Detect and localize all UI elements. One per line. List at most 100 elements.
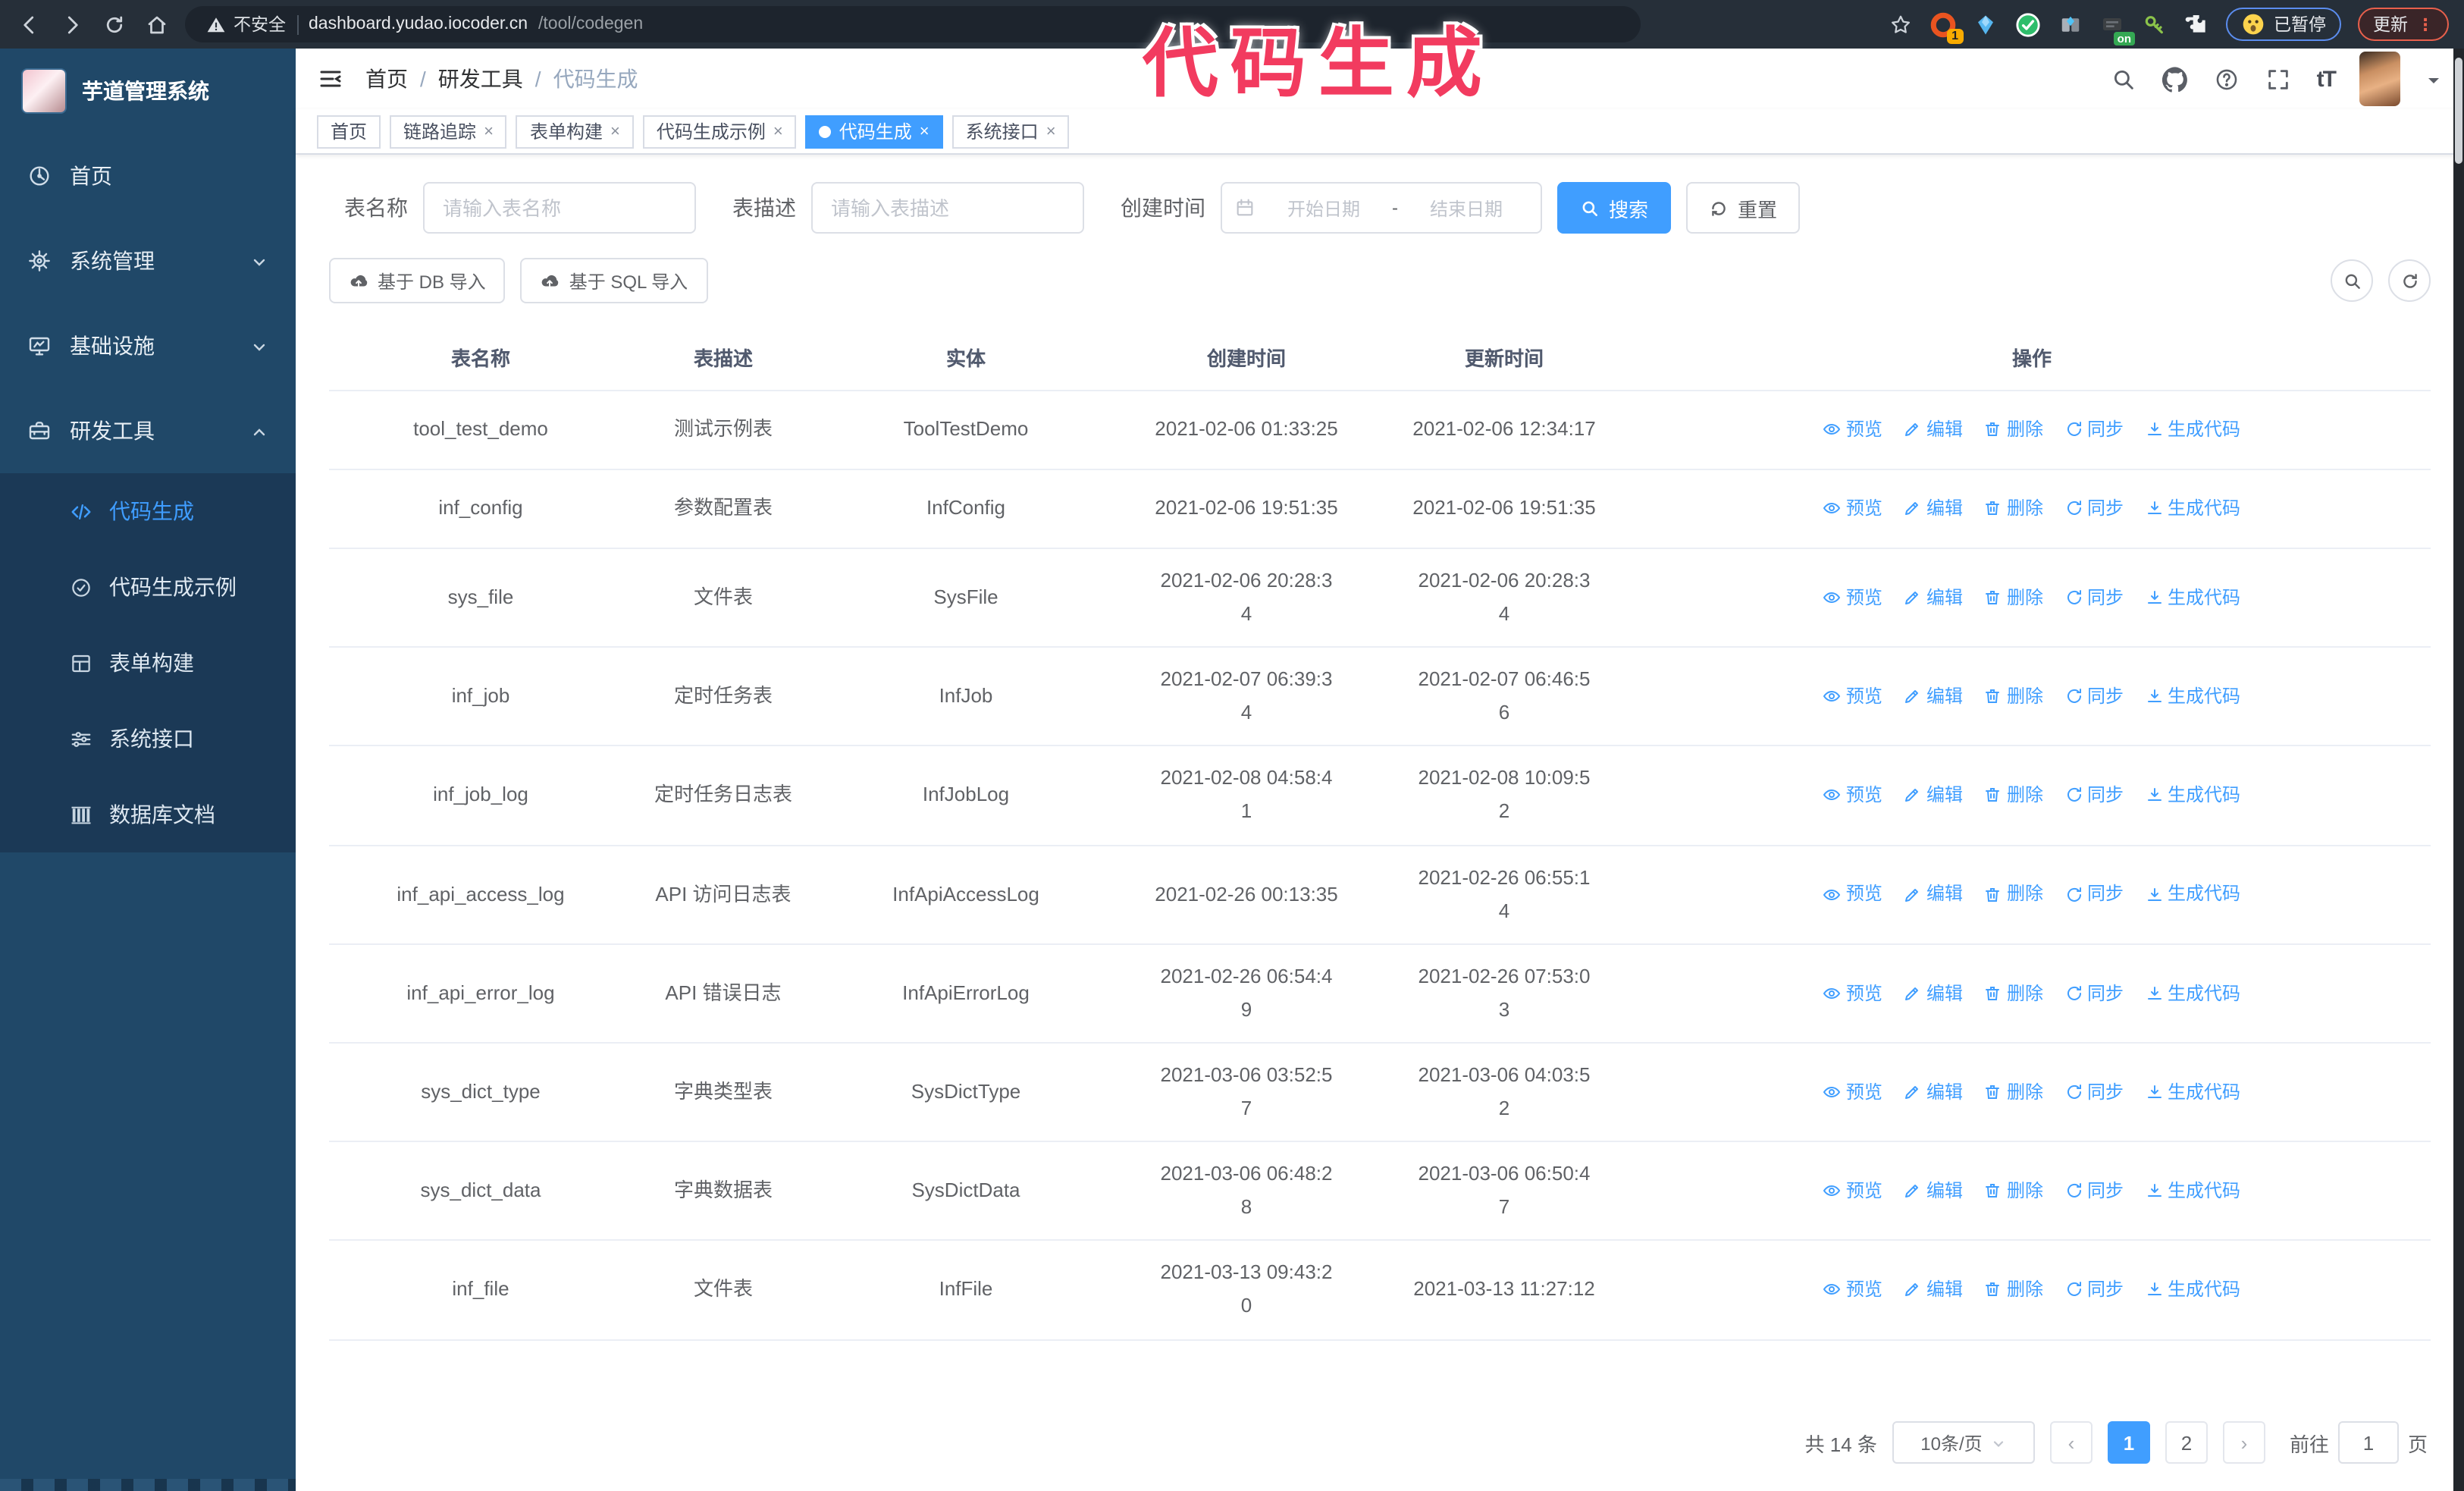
edit-action-link[interactable]: 编辑 — [1904, 1176, 1963, 1207]
preview-action-link[interactable]: 预览 — [1823, 415, 1882, 446]
app-logo-row[interactable]: 芋道管理系统 — [0, 49, 296, 133]
delete-action-link[interactable]: 删除 — [1984, 978, 2043, 1009]
sync-action-link[interactable]: 同步 — [2064, 1176, 2124, 1207]
edit-action-link[interactable]: 编辑 — [1904, 494, 1963, 525]
generate-code-action-link[interactable]: 生成代码 — [2145, 879, 2240, 910]
sync-action-link[interactable]: 同步 — [2064, 780, 2124, 811]
sync-action-link[interactable]: 同步 — [2064, 1077, 2124, 1108]
delete-action-link[interactable]: 删除 — [1984, 879, 2043, 910]
generate-code-action-link[interactable]: 生成代码 — [2145, 1176, 2240, 1207]
browser-menu-icon[interactable]: ⋮ — [2417, 16, 2434, 34]
profile-paused-pill[interactable]: 已暂停 — [2225, 8, 2341, 41]
search-icon[interactable] — [2111, 65, 2138, 93]
goto-page-input[interactable] — [2337, 1421, 2399, 1464]
help-icon[interactable] — [2214, 65, 2241, 93]
browser-back-icon[interactable] — [15, 11, 42, 38]
preview-action-link[interactable]: 预览 — [1823, 1176, 1882, 1207]
generate-code-action-link[interactable]: 生成代码 — [2145, 681, 2240, 712]
delete-action-link[interactable]: 删除 — [1984, 1176, 2043, 1207]
close-icon[interactable]: × — [773, 122, 783, 140]
sidebar-item-codegen[interactable]: 代码生成 — [0, 473, 296, 549]
generate-code-action-link[interactable]: 生成代码 — [2145, 978, 2240, 1009]
sync-action-link[interactable]: 同步 — [2064, 681, 2124, 712]
page-button-2[interactable]: 2 — [2165, 1421, 2208, 1464]
edit-action-link[interactable]: 编辑 — [1904, 681, 1963, 712]
close-icon[interactable]: × — [1045, 122, 1056, 140]
sidebar-item-codegen-example[interactable]: 代码生成示例 — [0, 549, 296, 625]
sidebar-item-devtools[interactable]: 研发工具 — [0, 388, 296, 473]
table-name-input[interactable] — [423, 182, 696, 234]
browser-forward-icon[interactable] — [58, 11, 85, 38]
tag-codegen-example[interactable]: 代码生成示例 × — [642, 115, 797, 148]
page-button-1[interactable]: 1 — [2107, 1421, 2150, 1464]
preview-action-link[interactable]: 预览 — [1823, 780, 1882, 811]
edit-action-link[interactable]: 编辑 — [1904, 415, 1963, 446]
generate-code-action-link[interactable]: 生成代码 — [2145, 1077, 2240, 1108]
sidebar-item-system[interactable]: 系统管理 — [0, 218, 296, 303]
generate-code-action-link[interactable]: 生成代码 — [2145, 1274, 2240, 1305]
extension-vpn-icon[interactable]: on — [2098, 10, 2134, 45]
generate-code-action-link[interactable]: 生成代码 — [2145, 415, 2240, 446]
preview-action-link[interactable]: 预览 — [1823, 582, 1882, 614]
edit-action-link[interactable]: 编辑 — [1904, 582, 1963, 614]
edit-action-link[interactable]: 编辑 — [1904, 978, 1963, 1009]
bookmark-star-icon[interactable] — [1887, 11, 1914, 38]
delete-action-link[interactable]: 删除 — [1984, 494, 2043, 525]
sync-action-link[interactable]: 同步 — [2064, 494, 2124, 525]
close-icon[interactable]: × — [610, 122, 620, 140]
extension-key-icon[interactable] — [2140, 10, 2169, 39]
toggle-search-button[interactable] — [2331, 259, 2373, 302]
tag-system-api[interactable]: 系统接口 × — [951, 115, 1070, 148]
reset-button[interactable]: 重置 — [1686, 182, 1801, 234]
table-desc-input[interactable] — [811, 182, 1084, 234]
next-page-button[interactable]: › — [2222, 1421, 2265, 1464]
sql-import-button[interactable]: 基于 SQL 导入 — [520, 258, 708, 303]
generate-code-action-link[interactable]: 生成代码 — [2145, 494, 2240, 525]
sidebar-item-home[interactable]: 首页 — [0, 133, 296, 218]
address-bar[interactable]: 不安全 dashboard.yudao.iocoder.cn/tool/code… — [185, 6, 1641, 42]
generate-code-action-link[interactable]: 生成代码 — [2145, 780, 2240, 811]
preview-action-link[interactable]: 预览 — [1823, 1077, 1882, 1108]
sync-action-link[interactable]: 同步 — [2064, 879, 2124, 910]
breadcrumb-home[interactable]: 首页 — [365, 67, 408, 91]
extension-gem-icon[interactable] — [1970, 10, 1999, 39]
sidebar-scrollbar[interactable] — [0, 1479, 296, 1491]
caret-down-icon[interactable] — [2425, 70, 2443, 88]
preview-action-link[interactable]: 预览 — [1823, 978, 1882, 1009]
preview-action-link[interactable]: 预览 — [1823, 494, 1882, 525]
page-size-select[interactable]: 10条/页 — [1892, 1421, 2035, 1464]
user-avatar[interactable] — [2359, 52, 2400, 106]
prev-page-button[interactable]: ‹ — [2049, 1421, 2093, 1464]
preview-action-link[interactable]: 预览 — [1823, 681, 1882, 712]
sync-action-link[interactable]: 同步 — [2064, 1274, 2124, 1305]
close-icon[interactable]: × — [919, 122, 929, 140]
extension-orange-icon[interactable]: 1 — [1928, 10, 1963, 43]
date-range-picker[interactable]: 开始日期 - 结束日期 — [1221, 182, 1542, 234]
refresh-table-button[interactable] — [2388, 259, 2431, 302]
sidebar-item-form-builder[interactable]: 表单构建 — [0, 625, 296, 701]
edit-action-link[interactable]: 编辑 — [1904, 879, 1963, 910]
db-import-button[interactable]: 基于 DB 导入 — [329, 258, 506, 303]
preview-action-link[interactable]: 预览 — [1823, 879, 1882, 910]
delete-action-link[interactable]: 删除 — [1984, 1077, 2043, 1108]
browser-home-icon[interactable] — [143, 11, 170, 38]
breadcrumb-devtools[interactable]: 研发工具 — [437, 67, 523, 91]
delete-action-link[interactable]: 删除 — [1984, 1274, 2043, 1305]
preview-action-link[interactable]: 预览 — [1823, 1274, 1882, 1305]
scrollbar-thumb[interactable] — [2455, 58, 2462, 164]
fullscreen-icon[interactable] — [2265, 65, 2293, 93]
delete-action-link[interactable]: 删除 — [1984, 681, 2043, 712]
extensions-puzzle-icon[interactable] — [2183, 10, 2212, 39]
tag-tracing[interactable]: 链路追踪 × — [390, 115, 507, 148]
generate-code-action-link[interactable]: 生成代码 — [2145, 582, 2240, 614]
close-icon[interactable]: × — [484, 122, 494, 140]
sync-action-link[interactable]: 同步 — [2064, 582, 2124, 614]
tag-form-builder[interactable]: 表单构建 × — [516, 115, 634, 148]
extension-gray-gem-icon[interactable] — [2055, 10, 2084, 39]
delete-action-link[interactable]: 删除 — [1984, 780, 2043, 811]
sidebar-fold-icon[interactable] — [317, 65, 344, 93]
search-button[interactable]: 搜索 — [1557, 182, 1672, 234]
edit-action-link[interactable]: 编辑 — [1904, 1274, 1963, 1305]
sidebar-item-infra[interactable]: 基础设施 — [0, 303, 296, 388]
sidebar-item-system-api[interactable]: 系统接口 — [0, 701, 296, 777]
